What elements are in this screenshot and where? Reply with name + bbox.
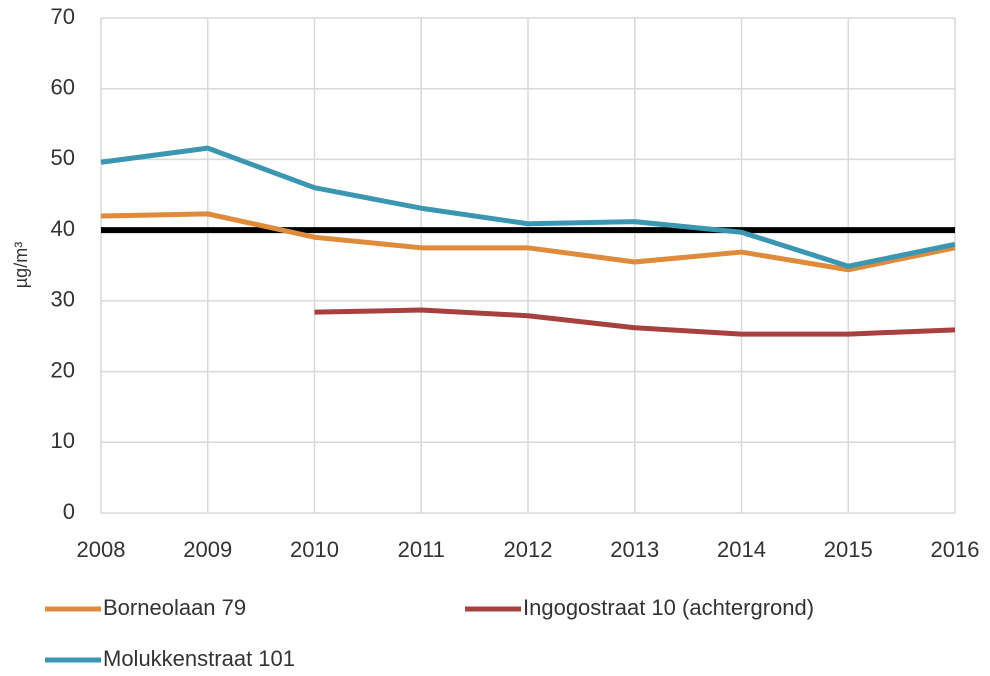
y-tick-label: 50 bbox=[51, 145, 75, 170]
x-tick-label: 2008 bbox=[77, 537, 126, 562]
series-line bbox=[314, 307, 956, 337]
x-tick-label: 2014 bbox=[717, 537, 766, 562]
x-tick-label: 2016 bbox=[931, 537, 980, 562]
x-tick-label: 2010 bbox=[290, 537, 339, 562]
y-axis-label: µg/m³ bbox=[11, 242, 31, 288]
y-tick-label: 70 bbox=[51, 4, 75, 29]
x-tick-label: 2012 bbox=[504, 537, 553, 562]
y-tick-label: 0 bbox=[63, 499, 75, 524]
x-tick-label: 2011 bbox=[398, 537, 445, 562]
y-tick-label: 10 bbox=[51, 428, 75, 453]
x-tick-label: 2013 bbox=[610, 537, 659, 562]
series-line bbox=[100, 145, 956, 269]
y-tick-label: 40 bbox=[51, 216, 75, 241]
x-tick-label: 2009 bbox=[183, 537, 232, 562]
legend-label: Molukkenstraat 101 bbox=[103, 646, 295, 671]
series-line bbox=[100, 211, 956, 273]
y-tick-label: 60 bbox=[51, 75, 75, 100]
legend-label: Borneolaan 79 bbox=[103, 595, 246, 620]
y-tick-label: 20 bbox=[51, 357, 75, 382]
x-tick-label: 2015 bbox=[824, 537, 873, 562]
legend-label: Ingogostraat 10 (achtergrond) bbox=[523, 595, 814, 620]
y-tick-label: 30 bbox=[51, 287, 75, 312]
